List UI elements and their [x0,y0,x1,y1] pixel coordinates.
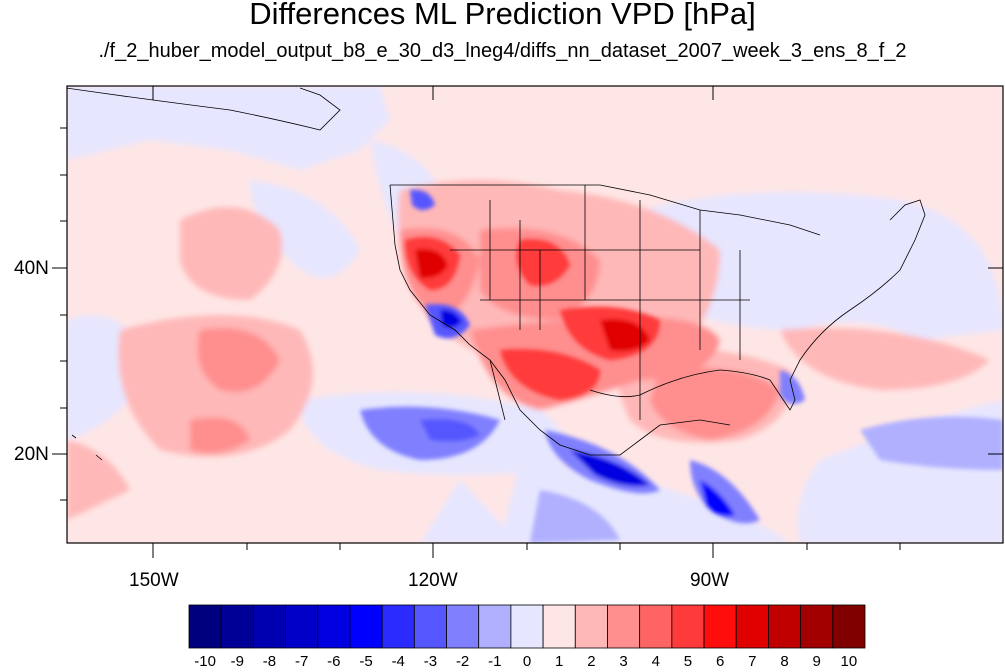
colorbar-label: 6 [715,653,725,670]
colorbar-box [639,604,673,649]
colorbar-label: -6 [327,653,341,670]
colorbar-label: -4 [391,653,405,670]
colorbar-label: 9 [812,653,821,670]
colorbar-box [768,604,802,649]
colorbar-label: 7 [748,653,757,670]
vpd-difference-field [67,86,1003,543]
colorbar-box [542,604,576,649]
colorbar-box [607,604,641,649]
colorbar-box [510,604,544,649]
coastlines [67,87,926,461]
colorbar-box [832,604,866,649]
lon-label-120w: 120W [408,570,458,591]
colorbar-box [285,604,319,649]
colorbar-label: -3 [423,653,438,670]
colorbar-label: 0 [522,653,532,670]
colorbar-box [349,604,383,649]
map-subtitle: ./f_2_huber_model_output_b8_e_30_d3_lneg… [98,40,907,62]
colorbar-box [478,604,512,649]
colorbar-box [703,604,737,649]
colorbar-label: 8 [780,653,789,670]
colorbar-box [413,604,447,649]
colorbar-box [220,604,254,649]
colorbar-label: 2 [587,653,596,670]
colorbar-label: 4 [651,653,660,670]
colorbar-box [252,604,286,649]
colorbar-label: -8 [262,653,277,670]
map-title: Differences ML Prediction VPD [hPa] [249,0,756,31]
lat-label-40n: 40N [14,258,49,279]
colorbar-box [574,604,608,649]
lat-label-20n: 20N [14,444,49,465]
colorbar-label: 10 [840,653,858,670]
colorbar-box [735,604,769,649]
colorbar-box [188,604,222,649]
colorbar-label: 3 [619,653,628,670]
colorbar-label: -9 [230,653,244,670]
colorbar [188,604,866,649]
axis-ticks [52,86,1003,558]
colorbar-label: -2 [455,653,470,670]
colorbar-label: 5 [683,653,693,670]
colorbar-label: 1 [555,653,564,670]
colorbar-box [381,604,415,649]
lon-label-90w: 90W [690,570,730,591]
colorbar-label: -7 [294,653,309,670]
colorbar-box [317,604,351,649]
colorbar-box [800,604,834,649]
colorbar-label: -5 [359,653,373,670]
colorbar-label: -10 [194,653,216,670]
colorbar-box [671,604,705,649]
colorbar-label: -1 [488,653,502,670]
lon-label-150w: 150W [129,570,179,591]
colorbar-box [446,604,480,649]
